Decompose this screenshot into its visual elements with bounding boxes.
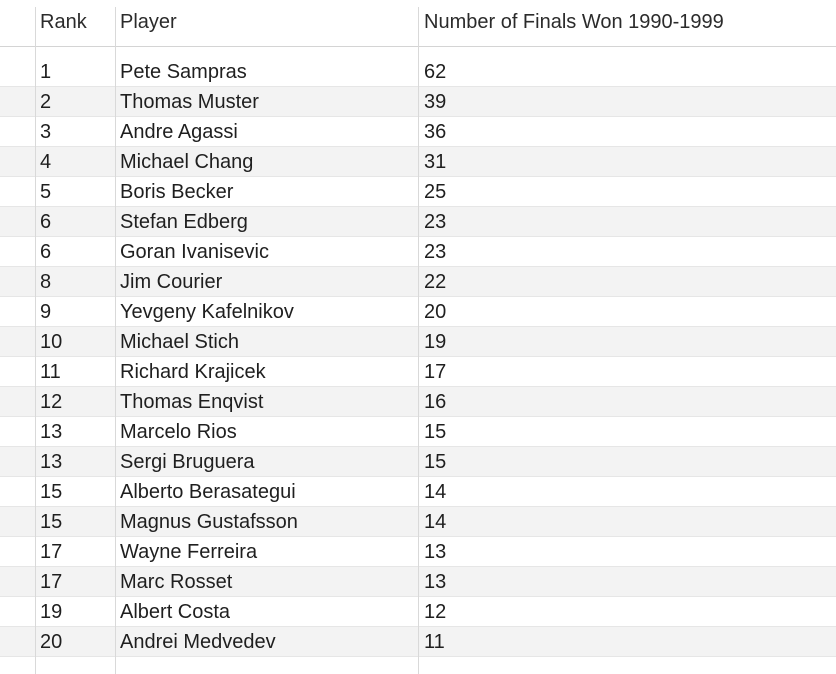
- rank-cell: 2: [40, 91, 52, 113]
- rank-cell: 17: [40, 541, 63, 563]
- player-cell: Pete Sampras: [120, 61, 247, 83]
- rank-cell: 9: [40, 301, 52, 323]
- rank-cell: 4: [40, 151, 52, 173]
- player-cell: Albert Costa: [120, 601, 231, 623]
- finals-won-cell: 20: [424, 301, 447, 323]
- rank-cell: 17: [40, 571, 63, 593]
- column-header-rank[interactable]: Rank: [40, 11, 87, 33]
- rank-cell: 19: [40, 601, 63, 623]
- rank-cell: 6: [40, 241, 52, 263]
- finals-won-cell: 23: [424, 241, 447, 263]
- finals-won-cell: 13: [424, 541, 447, 563]
- player-cell: Sergi Bruguera: [120, 451, 255, 473]
- rank-cell: 10: [40, 331, 63, 353]
- rank-cell: 13: [40, 421, 63, 443]
- player-cell: Andrei Medvedev: [120, 631, 276, 653]
- player-cell: Boris Becker: [120, 181, 234, 203]
- column-header-player[interactable]: Player: [120, 11, 177, 33]
- finals-won-cell: 36: [424, 121, 447, 143]
- rank-cell: 6: [40, 211, 52, 233]
- rank-cell: 20: [40, 631, 63, 653]
- column-divider: [115, 7, 116, 674]
- column-divider: [418, 7, 419, 674]
- player-cell: Marcelo Rios: [120, 421, 237, 443]
- player-cell: Michael Stich: [120, 331, 239, 353]
- rank-cell: 15: [40, 511, 63, 533]
- column-divider: [35, 7, 36, 674]
- rank-cell: 8: [40, 271, 52, 293]
- finals-won-cell: 12: [424, 601, 447, 623]
- player-cell: Goran Ivanisevic: [120, 241, 269, 263]
- finals-won-cell: 19: [424, 331, 447, 353]
- finals-won-cell: 23: [424, 211, 447, 233]
- player-cell: Thomas Muster: [120, 91, 259, 113]
- finals-won-cell: 16: [424, 391, 447, 413]
- rank-cell: 1: [40, 61, 52, 83]
- player-cell: Yevgeny Kafelnikov: [120, 301, 294, 323]
- rank-cell: 15: [40, 481, 63, 503]
- finals-won-cell: 39: [424, 91, 447, 113]
- finals-won-cell: 14: [424, 511, 447, 533]
- player-cell: Jim Courier: [120, 271, 223, 293]
- finals-won-cell: 31: [424, 151, 447, 173]
- rank-cell: 11: [40, 361, 61, 383]
- player-cell: Thomas Enqvist: [120, 391, 264, 413]
- player-cell: Wayne Ferreira: [120, 541, 258, 563]
- finals-won-cell: 17: [424, 361, 447, 383]
- finals-won-cell: 22: [424, 271, 447, 293]
- finals-won-cell: 14: [424, 481, 447, 503]
- finals-won-cell: 11: [424, 631, 445, 653]
- player-cell: Stefan Edberg: [120, 211, 248, 233]
- player-cell: Alberto Berasategui: [120, 481, 296, 503]
- rank-cell: 5: [40, 181, 52, 203]
- player-cell: Richard Krajicek: [120, 361, 266, 383]
- rank-cell: 12: [40, 391, 63, 413]
- player-cell: Marc Rosset: [120, 571, 233, 593]
- finals-won-cell: 15: [424, 451, 447, 473]
- finals-won-cell: 13: [424, 571, 447, 593]
- rank-cell: 3: [40, 121, 52, 143]
- finals-won-cell: 62: [424, 61, 447, 83]
- column-header-finals-won[interactable]: Number of Finals Won 1990-1999: [424, 11, 724, 33]
- player-cell: Michael Chang: [120, 151, 254, 173]
- player-cell: Andre Agassi: [120, 121, 238, 143]
- player-cell: Magnus Gustafsson: [120, 511, 298, 533]
- finals-won-cell: 15: [424, 421, 447, 443]
- rank-cell: 13: [40, 451, 63, 473]
- finals-won-cell: 25: [424, 181, 447, 203]
